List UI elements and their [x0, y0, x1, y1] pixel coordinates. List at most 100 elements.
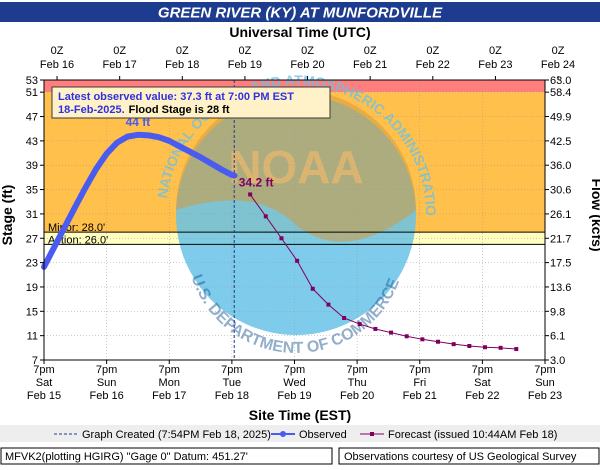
y-tick-label-5: 27	[26, 233, 38, 245]
x-tick-time-6: 7pm	[409, 364, 430, 376]
y2-tick-label-11: 58.4	[550, 87, 571, 99]
title-bar	[0, 2, 600, 22]
y-tick-label-0: 7	[32, 355, 38, 367]
x-tick-time-5: 7pm	[346, 364, 367, 376]
y-tick-label-9: 43	[26, 136, 38, 148]
y-tick-label-1: 11	[27, 331, 38, 343]
forecast-point-13	[451, 342, 456, 347]
observed-point-7	[115, 141, 119, 145]
top-tick-date-2: Feb 18	[165, 59, 199, 71]
observed-point-11	[157, 135, 161, 139]
observed-point-8	[126, 135, 129, 139]
observed-point-4	[84, 185, 88, 189]
observed-point-15	[199, 155, 203, 159]
top-tick-date-5: Feb 21	[353, 59, 387, 71]
x-tick-time-3: 7pm	[221, 364, 242, 376]
y2-tick-label-9: 42.5	[550, 136, 571, 148]
forecast-point-9	[389, 330, 394, 335]
observed-point-9	[136, 133, 140, 137]
legend-created-label: Graph Created (7:54PM Feb 18, 2025)	[82, 429, 271, 441]
forecast-point-7	[357, 322, 362, 327]
observed-point-5	[94, 167, 98, 171]
y-tick-label-8: 39	[26, 160, 38, 172]
forecast-point-11	[420, 337, 425, 342]
top-tick-zulu-2: 0Z	[176, 45, 189, 57]
y-tick-label-2: 15	[26, 306, 38, 318]
y2-tick-label-4: 17.5	[550, 258, 571, 270]
observed-point-16	[209, 161, 213, 165]
forecast-point-10	[404, 334, 409, 339]
y-tick-label-6: 31	[26, 209, 38, 221]
observed-point-10	[146, 133, 150, 137]
top-tick-zulu-6: 0Z	[426, 45, 439, 57]
legend-forecast-marker	[370, 432, 374, 436]
footer-datum-box	[0, 447, 333, 465]
forecast-start-label: 34.2 ft	[239, 175, 274, 189]
bottom-axis-title: Site Time (EST)	[249, 407, 351, 423]
legend-observed-marker	[280, 431, 286, 437]
top-tick-zulu-0: 0Z	[51, 45, 64, 57]
x-tick-time-1: 7pm	[96, 364, 117, 376]
y2-tick-label-5: 21.7	[550, 233, 571, 245]
noaa-logo-text: NOAA	[228, 141, 363, 193]
noaa-gull	[176, 90, 416, 242]
y2-tick-label-0: 3.0	[550, 355, 565, 367]
forecast-point-14	[467, 344, 472, 348]
y2-tick-label-8: 36.0	[550, 160, 571, 172]
x-tick-date-0: Feb 15	[27, 390, 61, 402]
x-tick-time-7: 7pm	[472, 364, 493, 376]
y-tick-label-4: 23	[26, 258, 38, 270]
forecast-point-12	[436, 339, 441, 344]
footer-credit-text: Observations courtesy of US Geological S…	[344, 451, 577, 463]
top-tick-zulu-4: 0Z	[301, 45, 314, 57]
x-tick-day-2: Mon	[159, 377, 180, 389]
y-tick-label-11: 51	[26, 87, 38, 99]
latest-box-date: 18-Feb-2025.	[58, 104, 125, 116]
observed-line	[41, 131, 238, 270]
y2-tick-label-12: 63.0	[550, 75, 571, 87]
x-tick-day-0: Sat	[36, 377, 53, 389]
top-tick-date-1: Feb 17	[103, 59, 137, 71]
legend-forecast-label: Forecast (issued 10:44AM Feb 18)	[388, 429, 557, 441]
threshold-label-1: Action: 26.0'	[48, 234, 108, 246]
forecast-point-1	[263, 214, 268, 219]
latest-box-line2: 18-Feb-2025. Flood Stage is 28 ft	[58, 104, 230, 116]
x-tick-day-8: Sun	[535, 377, 555, 389]
latest-box-frame	[51, 86, 331, 119]
y-tick-label-12: 53	[26, 75, 38, 87]
observed-point-3	[73, 205, 77, 209]
x-tick-day-7: Sat	[474, 377, 491, 389]
x-tick-date-6: Feb 21	[403, 390, 437, 402]
x-tick-day-3: Tue	[223, 377, 242, 389]
observed-point-19	[232, 174, 236, 178]
footer-credit-box	[338, 447, 600, 465]
legend-observed-label: Observed	[299, 429, 347, 441]
x-tick-day-6: Fri	[413, 377, 426, 389]
top-tick-date-6: Feb 22	[416, 59, 450, 71]
x-tick-date-7: Feb 22	[465, 390, 499, 402]
legend-background	[0, 425, 600, 442]
y2-tick-label-10: 49.9	[550, 112, 571, 124]
top-axis-title: Universal Time (UTC)	[229, 24, 370, 40]
x-tick-day-5: Thu	[348, 377, 367, 389]
forecast-point-2	[279, 236, 284, 241]
forecast-point-16	[498, 345, 503, 350]
y2-tick-label-1: 6.1	[550, 331, 565, 343]
x-tick-date-8: Feb 23	[528, 390, 562, 402]
forecast-point-5	[326, 302, 331, 307]
x-tick-day-1: Sun	[97, 377, 117, 389]
forecast-point-0	[248, 192, 253, 197]
observed-point-18	[230, 173, 234, 177]
footer: MFVK2(plotting HGIRG) "Gage 0" Datum: 45…	[0, 447, 600, 465]
x-tick-time-4: 7pm	[284, 364, 305, 376]
top-tick-zulu-7: 0Z	[489, 45, 502, 57]
top-tick-zulu-1: 0Z	[113, 45, 126, 57]
forecast-line	[249, 194, 517, 350]
x-tick-time-0: 7pm	[33, 364, 54, 376]
top-tick-date-4: Feb 20	[290, 59, 324, 71]
x-tick-time-2: 7pm	[159, 364, 180, 376]
legend: Graph Created (7:54PM Feb 18, 2025) Obse…	[0, 425, 600, 442]
data-series	[41, 80, 519, 360]
forecast-point-3	[295, 258, 300, 263]
